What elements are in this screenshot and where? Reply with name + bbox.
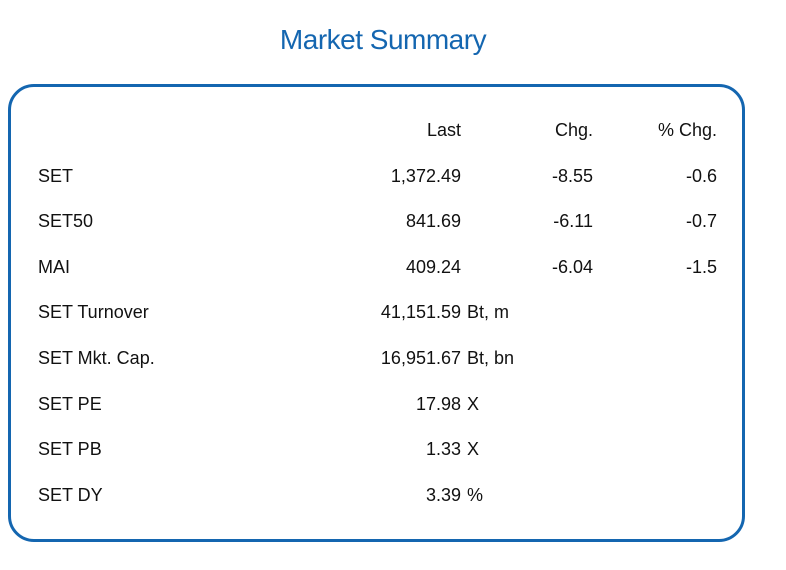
stat-name: SET DY <box>38 485 103 505</box>
stat-unit: Bt, m <box>467 302 510 322</box>
index-pct-chg: -0.7 <box>685 211 717 231</box>
stat-name: SET PE <box>38 394 102 414</box>
stat-name: SET Mkt. Cap. <box>38 348 155 368</box>
stat-unit: X <box>467 394 480 414</box>
index-name: SET <box>38 166 74 186</box>
stat-value: 16,951.67 <box>380 348 461 368</box>
header-chg: Chg. <box>554 120 593 140</box>
market-summary-panel <box>8 84 745 542</box>
index-chg: -8.55 <box>551 166 593 186</box>
page-title: Market Summary <box>279 24 487 55</box>
header-last: Last <box>426 120 461 140</box>
stat-value: 1.33 <box>425 439 461 459</box>
index-name: SET50 <box>38 211 94 231</box>
stat-name: SET PB <box>38 439 102 459</box>
stat-name: SET Turnover <box>38 302 149 322</box>
stat-unit: X <box>467 439 480 459</box>
stat-value: 17.98 <box>415 394 461 414</box>
index-pct-chg: -1.5 <box>685 257 717 277</box>
index-pct-chg: -0.6 <box>685 166 717 186</box>
stat-unit: Bt, bn <box>467 348 515 368</box>
stat-unit: % <box>467 485 484 505</box>
index-last: 409.24 <box>405 257 461 277</box>
index-chg: -6.11 <box>553 211 593 231</box>
index-chg: -6.04 <box>551 257 593 277</box>
header-pct-chg: % Chg. <box>657 120 717 140</box>
index-name: MAI <box>38 257 71 277</box>
index-last: 1,372.49 <box>390 166 461 186</box>
stat-value: 3.39 <box>425 485 461 505</box>
index-last: 841.69 <box>405 211 461 231</box>
stat-value: 41,151.59 <box>380 302 461 322</box>
